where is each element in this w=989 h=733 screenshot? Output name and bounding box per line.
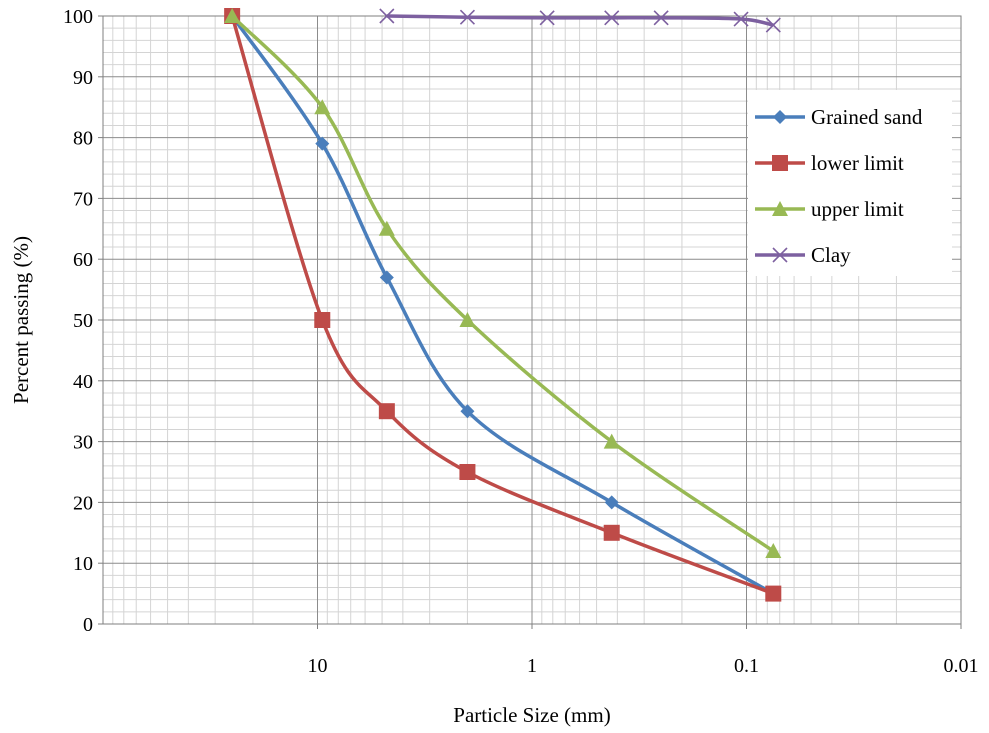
series-layer xyxy=(224,8,782,602)
data-point-upper-limit xyxy=(459,312,476,327)
data-point-grained-sand xyxy=(315,136,330,151)
data-point-clay xyxy=(539,10,555,26)
data-point-clay xyxy=(765,17,781,33)
y-tick-label: 60 xyxy=(73,249,93,271)
data-point-clay xyxy=(733,11,749,27)
data-point-upper-limit xyxy=(378,220,395,236)
y-tick-label: 50 xyxy=(73,310,93,332)
data-point-lower-limit xyxy=(603,524,620,541)
y-tick-label: 70 xyxy=(73,188,93,210)
legend-label: Grained sand xyxy=(811,105,923,129)
data-point-lower-limit xyxy=(314,312,331,328)
data-point-clay xyxy=(653,10,669,26)
data-point-upper-limit xyxy=(603,433,620,449)
data-point-lower-limit xyxy=(378,403,395,420)
series-line-grained-sand xyxy=(230,14,775,596)
y-tick-label: 100 xyxy=(63,6,93,28)
legend-swatch-marker xyxy=(772,201,788,216)
x-axis-title: Particle Size (mm) xyxy=(453,703,610,727)
y-tick-label: 0 xyxy=(83,614,93,636)
y-axis-title: Percent passing (%) xyxy=(9,236,33,404)
legend-item-upper-limit: upper limit xyxy=(755,197,904,221)
y-tick-label: 10 xyxy=(73,553,93,575)
data-point-upper-limit xyxy=(765,543,782,559)
x-tick-label: 1 xyxy=(527,655,537,677)
legend-swatch-marker xyxy=(772,247,788,263)
y-tick-label: 30 xyxy=(73,432,93,454)
legend-swatch-marker xyxy=(773,110,787,124)
series-clay xyxy=(379,8,781,33)
legend-swatch-marker xyxy=(772,155,788,171)
legend-label: Clay xyxy=(811,243,851,267)
series-line-upper-limit xyxy=(230,14,775,553)
x-tick-label: 0.01 xyxy=(944,655,979,677)
data-point-grained-sand xyxy=(460,404,475,419)
legend-label: lower limit xyxy=(811,151,904,175)
y-tick-label: 40 xyxy=(73,371,93,393)
series-upper-limit xyxy=(224,8,782,559)
legend-label: upper limit xyxy=(811,197,904,221)
x-tick-label: 10 xyxy=(308,655,328,677)
x-tick-label: 0.1 xyxy=(734,655,759,677)
data-point-grained-sand xyxy=(379,270,394,285)
data-point-lower-limit xyxy=(459,464,476,480)
legend: Grained sand lower limit upper limit Clay xyxy=(748,90,952,276)
legend-item-grained-sand: Grained sand xyxy=(755,105,923,129)
legend-item-clay: Clay xyxy=(755,243,851,267)
data-point-clay xyxy=(379,8,395,24)
data-point-lower-limit xyxy=(765,585,782,602)
data-point-grained-sand xyxy=(604,495,619,510)
data-point-clay xyxy=(604,10,620,26)
y-tick-label: 20 xyxy=(73,492,93,514)
series-lower-limit xyxy=(224,8,782,602)
y-tick-label: 90 xyxy=(73,67,93,89)
data-point-clay xyxy=(459,9,475,25)
y-tick-label: 80 xyxy=(73,128,93,150)
data-point-upper-limit xyxy=(224,8,241,23)
data-point-upper-limit xyxy=(314,99,331,115)
legend-item-lower-limit: lower limit xyxy=(755,151,904,175)
series-line-lower-limit xyxy=(230,15,774,596)
